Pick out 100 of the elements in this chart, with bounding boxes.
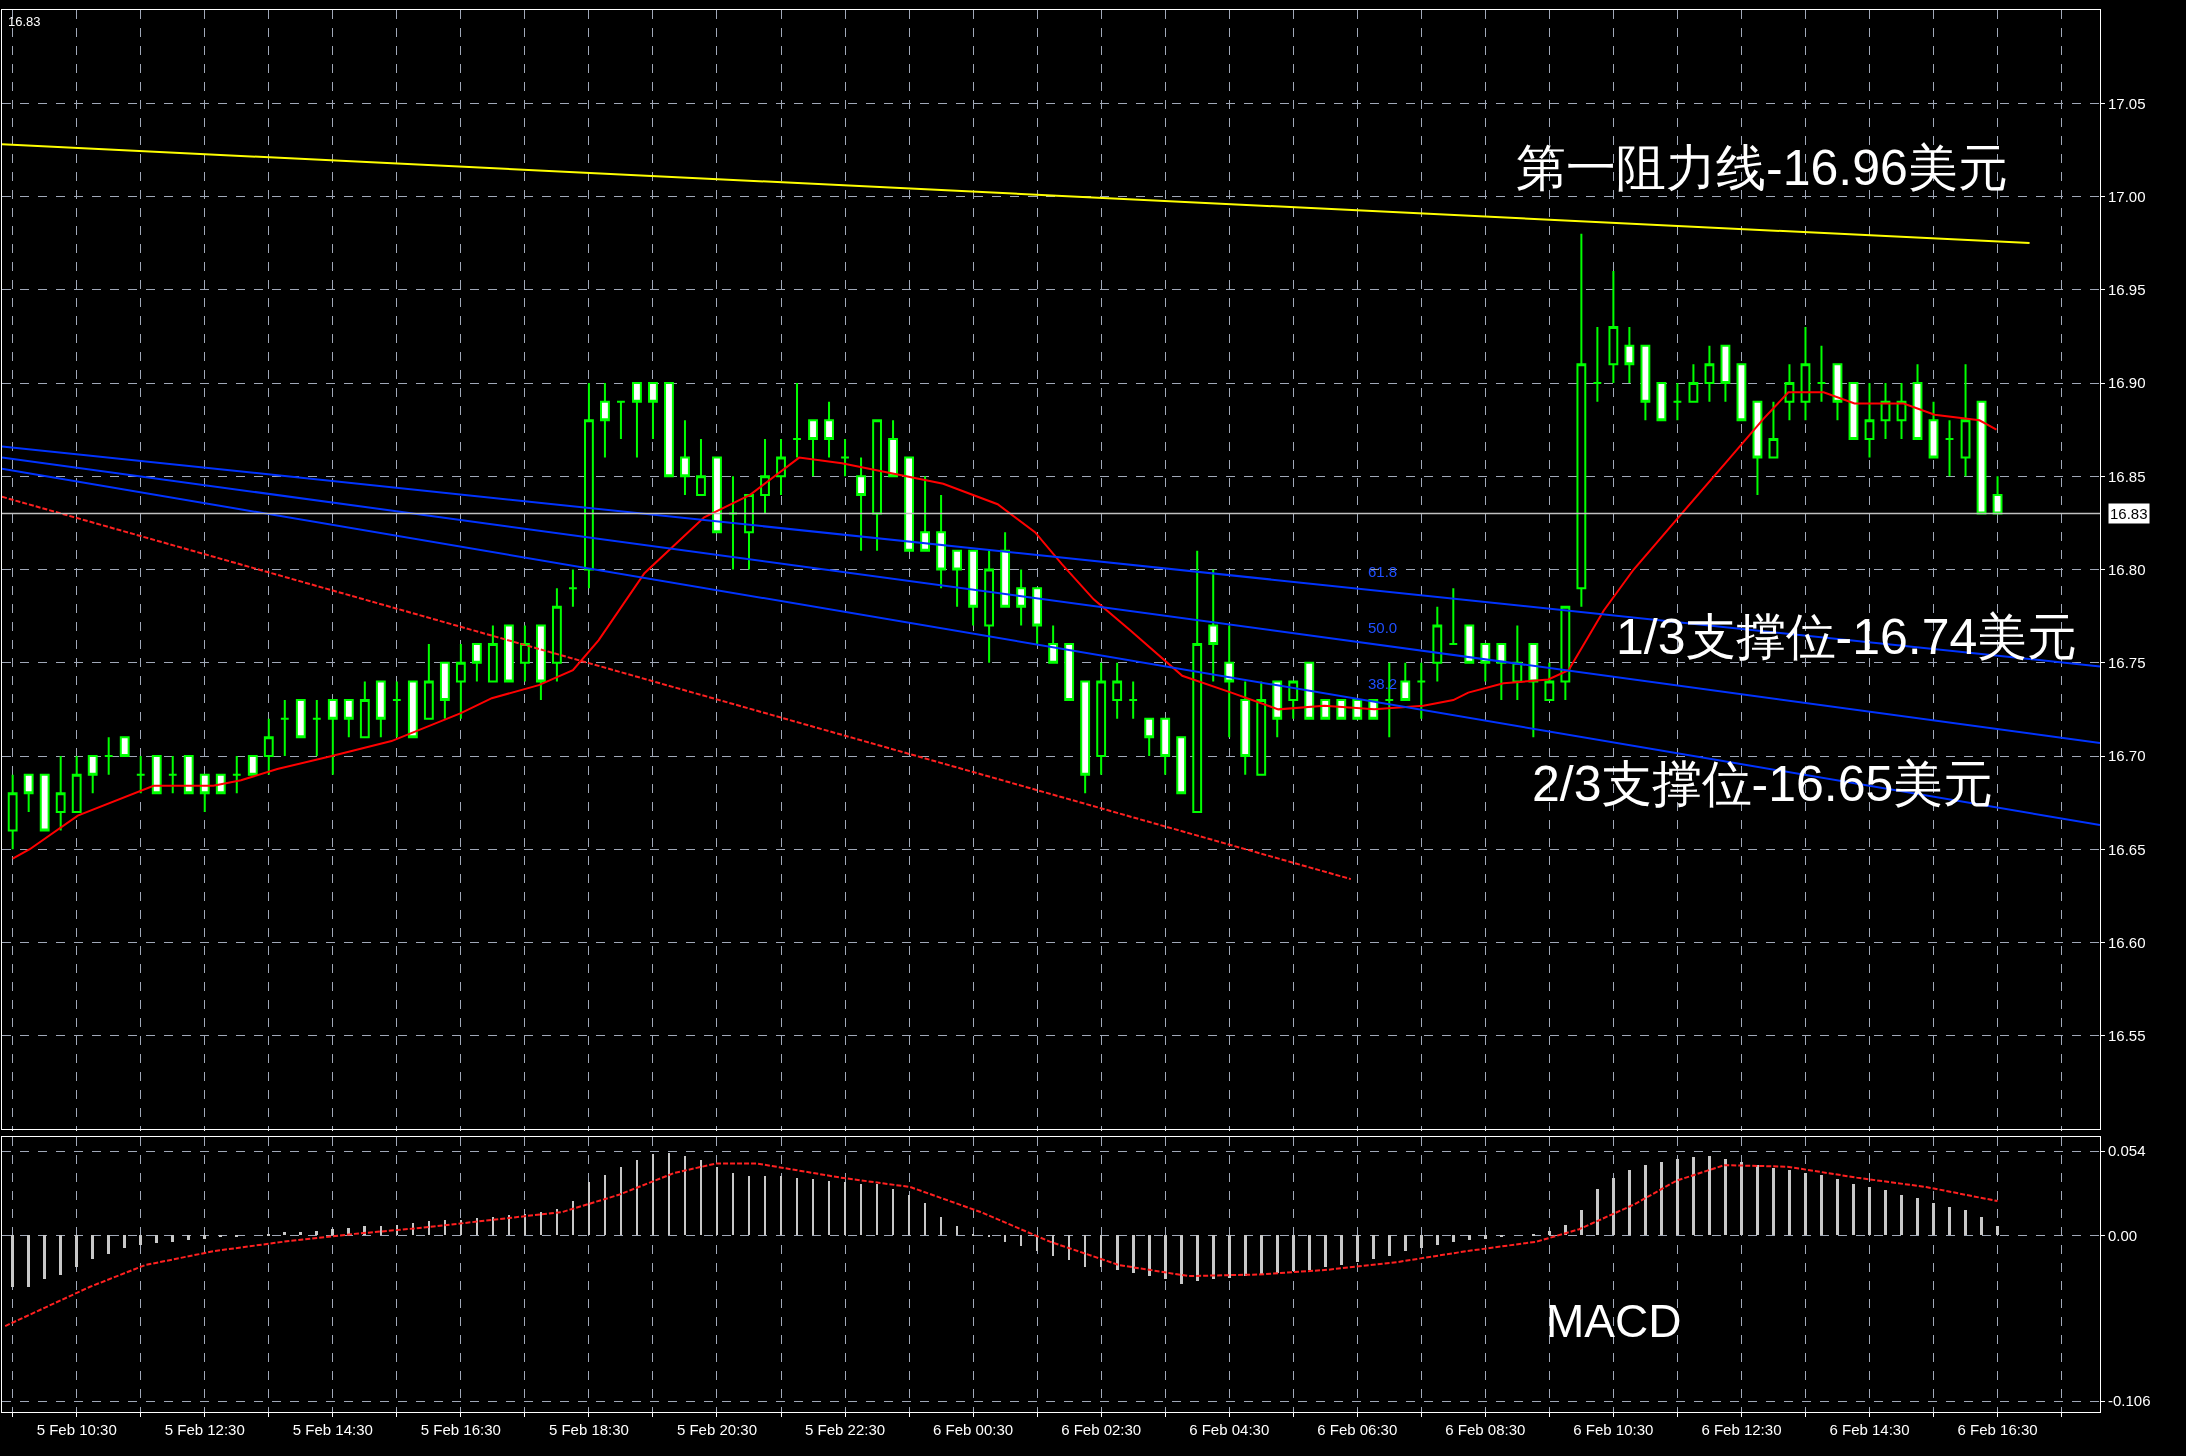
x-tick-label: 6 Feb 14:30 <box>1829 1421 1910 1438</box>
candlestick <box>1832 363 1843 422</box>
y-tick-label: 16.80 <box>2108 560 2146 578</box>
candlestick <box>135 755 146 795</box>
annotation: 50.0 <box>1368 619 1398 636</box>
candlestick <box>263 717 274 776</box>
candlestick <box>1224 624 1235 739</box>
bar <box>1676 1159 1679 1235</box>
bar <box>91 1235 94 1259</box>
bar <box>315 1231 318 1235</box>
bar <box>716 1167 718 1235</box>
bar <box>620 1167 622 1235</box>
candlestick <box>568 568 578 608</box>
x-tick-label: 5 Feb 14:30 <box>292 1421 373 1438</box>
ref-line-label: 16.83 <box>2110 505 2148 522</box>
candlestick <box>487 624 498 683</box>
bar <box>1180 1235 1183 1284</box>
x-tick-label: 6 Feb 00:30 <box>933 1421 1014 1438</box>
bar <box>75 1235 78 1267</box>
x-tick-label: 5 Feb 10:30 <box>36 1421 117 1438</box>
x-tick-label: 6 Feb 16:30 <box>1957 1421 2038 1438</box>
x-tick-label: 6 Feb 10:30 <box>1573 1421 1654 1438</box>
candlestick <box>1048 624 1059 664</box>
bar <box>1372 1235 1375 1259</box>
bar <box>1276 1235 1279 1273</box>
candlestick <box>1672 382 1683 422</box>
candlestick <box>407 680 418 739</box>
candlestick <box>824 400 834 459</box>
bar <box>123 1235 126 1248</box>
candlestick <box>1096 661 1107 776</box>
candlestick <box>664 382 674 478</box>
candlestick <box>295 699 306 739</box>
candlestick <box>1160 717 1171 776</box>
candlestick <box>391 680 402 739</box>
bar <box>1548 1231 1551 1235</box>
bar <box>684 1156 686 1235</box>
candlestick <box>167 755 178 795</box>
candlestick <box>1816 344 1827 403</box>
bar <box>1228 1235 1231 1278</box>
candlestick <box>439 661 450 720</box>
x-tick-label: 6 Feb 06:30 <box>1317 1421 1398 1438</box>
candlestick <box>183 755 194 795</box>
bar <box>1692 1157 1695 1235</box>
bar <box>444 1220 446 1235</box>
candlestick <box>1480 643 1491 683</box>
candlestick <box>632 382 642 459</box>
candlestick <box>55 755 66 832</box>
bar <box>1836 1179 1839 1235</box>
candlestick <box>1016 568 1027 627</box>
candlestick <box>1240 680 1251 776</box>
candlestick <box>327 699 338 776</box>
bar <box>283 1232 286 1235</box>
candlestick <box>968 549 979 627</box>
candlestick <box>712 456 722 534</box>
bar <box>171 1235 174 1242</box>
candlestick <box>7 773 18 851</box>
candlestick <box>1080 680 1091 795</box>
candlestick <box>1880 382 1891 440</box>
candlestick <box>888 419 898 478</box>
candlestick <box>71 755 82 813</box>
candlestick <box>1704 344 1715 403</box>
bar <box>1420 1235 1423 1248</box>
y-tick-label: 16.70 <box>2108 747 2146 765</box>
bar <box>428 1221 430 1235</box>
bar <box>1900 1195 1903 1235</box>
bar <box>1436 1235 1439 1245</box>
candlestick <box>1288 680 1299 720</box>
candlestick <box>1720 344 1731 403</box>
candlestick <box>600 382 610 459</box>
y-tick-label: 17.00 <box>2108 187 2146 205</box>
candlestick <box>1432 605 1443 683</box>
candlestick <box>423 643 434 720</box>
x-tick-label: 5 Feb 20:30 <box>676 1421 758 1438</box>
candlestick <box>1336 699 1347 720</box>
candlestick <box>279 699 290 757</box>
bar <box>556 1209 558 1235</box>
bar <box>1212 1235 1215 1279</box>
bar <box>1100 1235 1102 1267</box>
bar <box>299 1232 302 1235</box>
candlestick <box>1992 475 2003 515</box>
candlestick <box>904 456 914 552</box>
y-tick-label: 16.75 <box>2108 654 2146 671</box>
candlestick <box>119 736 130 757</box>
candlestick <box>1896 382 1907 440</box>
bar <box>27 1235 30 1287</box>
bar <box>1756 1165 1759 1235</box>
bar <box>1612 1178 1615 1235</box>
bar <box>1980 1217 1983 1235</box>
candlestick <box>872 419 882 552</box>
bar <box>828 1181 830 1235</box>
bar <box>908 1195 910 1235</box>
bar <box>1052 1235 1054 1256</box>
bar <box>1820 1175 1823 1235</box>
candlestick <box>375 680 386 739</box>
candlestick <box>1640 344 1651 422</box>
bar <box>604 1175 606 1235</box>
candlestick <box>1144 717 1155 757</box>
candlestick <box>311 699 322 757</box>
bar <box>940 1217 942 1235</box>
bar <box>1724 1159 1727 1235</box>
